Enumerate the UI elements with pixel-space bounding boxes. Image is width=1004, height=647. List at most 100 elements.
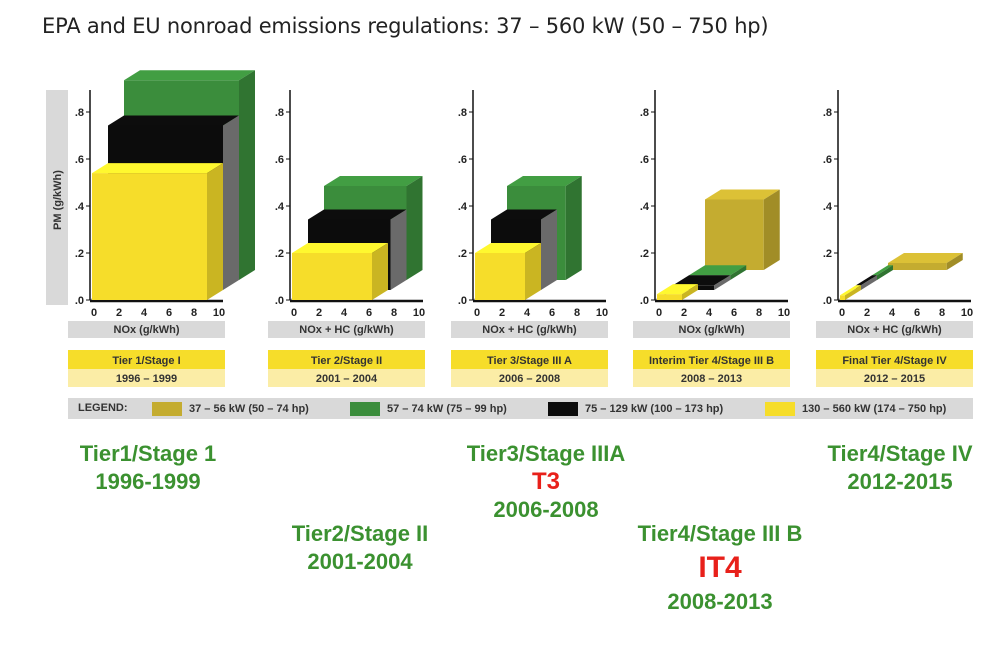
x-label-band bbox=[633, 321, 790, 338]
years-label: 2012 – 2015 bbox=[864, 373, 925, 385]
x-axis-title: NOx (g/kWh) bbox=[679, 324, 745, 336]
y-tick-label: .8 bbox=[823, 107, 832, 119]
years-band bbox=[816, 369, 973, 387]
x-tick-label: 0 bbox=[656, 307, 662, 319]
bar-top bbox=[673, 275, 731, 286]
bar-top bbox=[124, 70, 255, 81]
years-band bbox=[268, 369, 425, 387]
annotation-tier4-final: Tier4/Stage IV 2012-2015 bbox=[800, 440, 1000, 496]
annotation-tier2-years: 2001-2004 bbox=[307, 549, 413, 574]
legend-label: LEGEND: bbox=[78, 402, 128, 414]
bar-side bbox=[682, 284, 698, 300]
annotation-tier4-final-name: Tier4/Stage IV bbox=[827, 441, 973, 466]
annotation-tier2-name: Tier2/Stage II bbox=[291, 521, 429, 546]
stage-band bbox=[68, 350, 225, 369]
stage-label: Tier 3/Stage III A bbox=[487, 355, 572, 367]
legend-item-130-560kw: 130 – 560 kW (174 – 750 hp) bbox=[765, 398, 946, 419]
years-label: 1996 – 1999 bbox=[116, 373, 177, 385]
bar-side bbox=[541, 209, 557, 290]
legend: LEGEND: 37 – 56 kW (50 – 74 hp) 57 – 74 … bbox=[68, 398, 973, 419]
bar-side bbox=[877, 265, 893, 280]
x-tick-label: 8 bbox=[191, 307, 197, 319]
bar-front bbox=[840, 295, 845, 300]
x-tick-label: 0 bbox=[91, 307, 97, 319]
bar-top bbox=[657, 284, 698, 295]
x-tick-label: 6 bbox=[731, 307, 737, 319]
legend-item-37-56kw: 37 – 56 kW (50 – 74 hp) bbox=[152, 398, 309, 419]
x-label-band bbox=[68, 321, 225, 338]
bar-top bbox=[705, 189, 780, 200]
chart-panel-4: .0 .2 .4 .6 .8 0 2 4 6 8 10 NOx (g/kWh) Interim Tier… bbox=[633, 90, 790, 387]
bar-top bbox=[324, 176, 423, 186]
stage-label: Tier 1/Stage I bbox=[112, 355, 180, 367]
y-tick-label: .2 bbox=[458, 248, 467, 260]
y-tick-label: .8 bbox=[640, 107, 649, 119]
bar-top bbox=[292, 243, 388, 253]
x-tick-label: 0 bbox=[474, 307, 480, 319]
x-tick-label: 2 bbox=[316, 307, 322, 319]
y-tick-label: .6 bbox=[275, 154, 284, 166]
bar-top bbox=[840, 285, 861, 296]
chart-panel-5: .0 .2 .4 .6 .8 0 2 4 6 8 10 NOx + HC (g/kWh) Final T… bbox=[816, 90, 973, 387]
annotation-tier3-years: 2006-2008 bbox=[493, 497, 599, 522]
x-axis-title: NOx + HC (g/kWh) bbox=[847, 324, 942, 336]
x-tick-label: 2 bbox=[499, 307, 505, 319]
x-axis-title: NOx (g/kWh) bbox=[114, 324, 180, 336]
bar-top bbox=[108, 115, 239, 126]
bar-top bbox=[491, 209, 557, 220]
y-tick-label: .4 bbox=[275, 201, 285, 213]
annotation-tier4-final-years: 2012-2015 bbox=[847, 469, 953, 494]
x-tick-label: 2 bbox=[681, 307, 687, 319]
x-tick-label: 4 bbox=[706, 307, 713, 319]
stage-label: Final Tier 4/Stage IV bbox=[842, 355, 947, 367]
x-axis-title: NOx + HC (g/kWh) bbox=[482, 324, 577, 336]
bar-side bbox=[714, 275, 731, 290]
x-tick-label: 2 bbox=[116, 307, 122, 319]
x-tick-label: 6 bbox=[549, 307, 555, 319]
bar-top bbox=[689, 265, 747, 276]
bar-side bbox=[861, 275, 877, 290]
x-tick-label: 10 bbox=[778, 307, 790, 319]
bar-top bbox=[92, 163, 223, 174]
legend-text: 57 – 74 kW (75 – 99 hp) bbox=[387, 402, 507, 415]
x-tick-label: 4 bbox=[889, 307, 896, 319]
x-tick-label: 8 bbox=[939, 307, 945, 319]
chart-panel-1: .0 .2 .4 .6 .8 0 2 4 6 8 10 NOx (g/kWh) Tier 1/Stage… bbox=[68, 70, 255, 387]
bar-side bbox=[845, 285, 861, 300]
y-tick-label: .6 bbox=[75, 154, 84, 166]
bar-top bbox=[856, 275, 877, 286]
y-tick-label: .8 bbox=[75, 107, 84, 119]
x-tick-label: 6 bbox=[166, 307, 172, 319]
years-band bbox=[451, 369, 608, 387]
bar-side bbox=[946, 252, 963, 270]
x-tick-label: 10 bbox=[413, 307, 425, 319]
x-tick-label: 10 bbox=[213, 307, 225, 319]
bar-top bbox=[507, 176, 582, 186]
y-tick-label: .0 bbox=[275, 295, 284, 307]
bar-front bbox=[475, 253, 525, 300]
y-tick-label: .0 bbox=[458, 295, 467, 307]
x-tick-label: 10 bbox=[596, 307, 608, 319]
stage-band bbox=[816, 350, 973, 369]
bar-side bbox=[390, 209, 407, 290]
y-axis-title-band bbox=[46, 90, 68, 305]
stage-label: Interim Tier 4/Stage III B bbox=[649, 355, 774, 367]
bar-5-1 bbox=[888, 252, 963, 270]
legend-swatch-black bbox=[548, 401, 578, 416]
x-tick-label: 10 bbox=[961, 307, 973, 319]
page-title: EPA and EU nonroad emissions regulations… bbox=[42, 14, 769, 38]
y-tick-label: .8 bbox=[275, 107, 284, 119]
legend-text: 37 – 56 kW (50 – 74 hp) bbox=[189, 402, 309, 415]
stage-band bbox=[268, 350, 425, 369]
legend-swatch-olive bbox=[152, 401, 182, 416]
annotation-tier1-years: 1996-1999 bbox=[95, 469, 201, 494]
bar-1-3 bbox=[92, 163, 223, 300]
years-label: 2001 – 2004 bbox=[316, 373, 378, 385]
y-tick-label: .4 bbox=[640, 201, 650, 213]
y-tick-label: .6 bbox=[640, 154, 649, 166]
x-label-band bbox=[816, 321, 973, 338]
bar-top bbox=[872, 265, 893, 276]
x-tick-label: 4 bbox=[524, 307, 531, 319]
y-tick-label: .8 bbox=[458, 107, 467, 119]
stage-band bbox=[451, 350, 608, 369]
